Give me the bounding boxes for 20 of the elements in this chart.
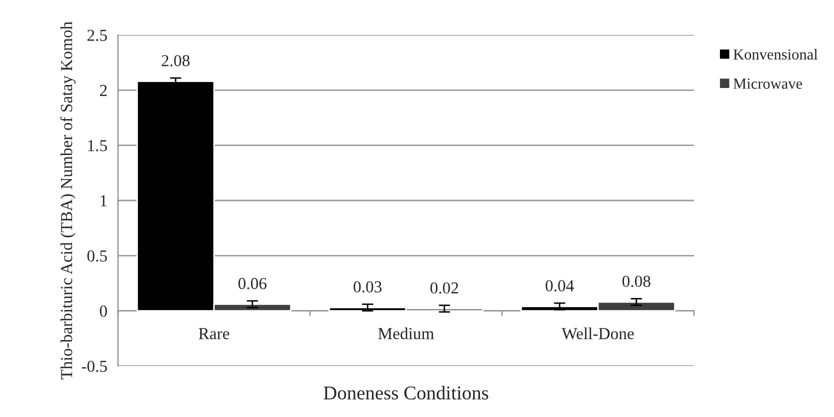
data-label: 0.03	[354, 281, 382, 293]
data-label: 2.08	[162, 55, 190, 66]
x-axis-title: Doneness Conditions	[324, 386, 488, 400]
x-tick-label: Medium	[378, 328, 434, 340]
y-tick-label: 0.5	[87, 250, 107, 262]
data-label: 0.04	[546, 280, 574, 292]
x-tick-label: Well-Done	[562, 328, 634, 340]
y-tick-label: -0.5	[82, 360, 107, 372]
y-tick-label: 0	[100, 306, 107, 317]
y-tick-label: 2	[100, 84, 107, 96]
data-label: 0.08	[622, 276, 650, 288]
legend-label: Konvensional	[733, 48, 818, 60]
y-tick-label: 1	[100, 195, 107, 206]
data-label: 0.06	[238, 278, 266, 290]
y-tick-label: 1.5	[88, 140, 107, 152]
x-tick-label: Rare	[198, 328, 230, 340]
y-axis-title: Thio-barbituric Acid (TBA) Number of Satay Komoh	[60, 22, 76, 380]
legend-label: Microwave	[733, 78, 802, 89]
y-tick-label: 2.5	[87, 30, 107, 42]
data-label: 0.02	[430, 282, 458, 294]
